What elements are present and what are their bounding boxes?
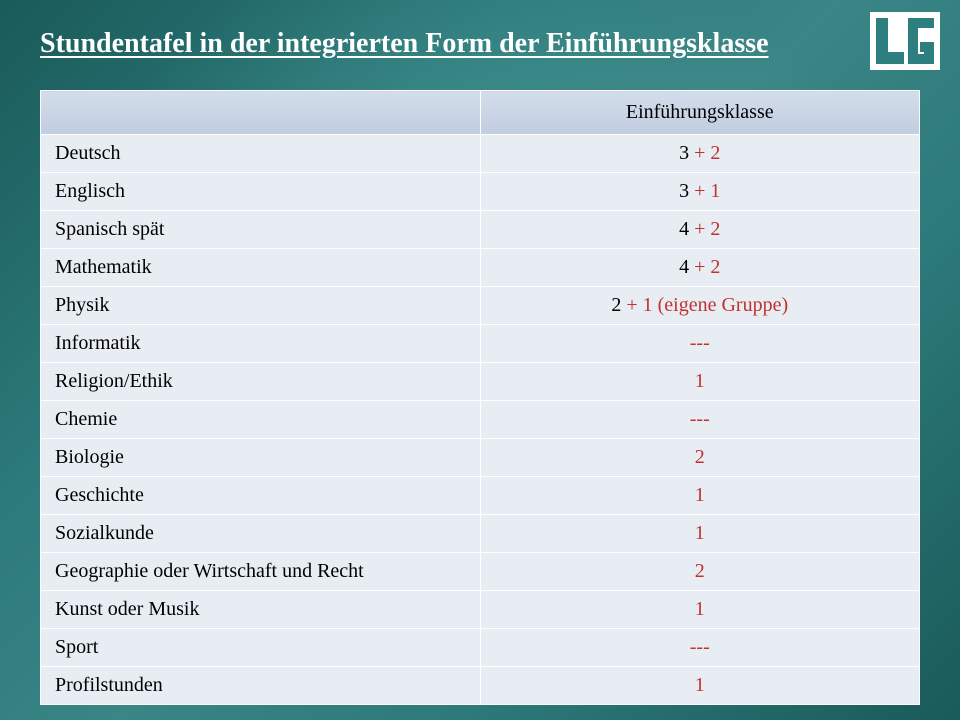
table-row: Geographie oder Wirtschaft und Recht2 [41, 553, 920, 591]
row-label: Biologie [41, 439, 481, 477]
page-title: Stundentafel in der integrierten Form de… [40, 28, 769, 60]
value-plus: + 1 (eigene Gruppe) [621, 294, 788, 316]
table-row: Spanisch spät4 + 2 [41, 211, 920, 249]
table-row: Chemie--- [41, 401, 920, 439]
row-label: Chemie [41, 401, 481, 439]
table-row: Mathematik4 + 2 [41, 249, 920, 287]
row-label: Geschichte [41, 477, 481, 515]
row-label: Kunst oder Musik [41, 591, 481, 629]
row-label: Sozialkunde [41, 515, 481, 553]
row-value: 1 [480, 515, 920, 553]
row-label: Profilstunden [41, 667, 481, 705]
row-value: --- [480, 325, 920, 363]
table-row: Sport--- [41, 629, 920, 667]
table-row: Profilstunden1 [41, 667, 920, 705]
row-label: Physik [41, 287, 481, 325]
row-label: Englisch [41, 173, 481, 211]
row-label: Informatik [41, 325, 481, 363]
table-row: Religion/Ethik1 [41, 363, 920, 401]
row-label: Deutsch [41, 135, 481, 173]
stundentafel-table: Einführungsklasse Deutsch3 + 2Englisch3 … [40, 90, 920, 705]
value-base: 4 [679, 218, 689, 240]
lg-logo-icon [870, 12, 940, 70]
table-header-row: Einführungsklasse [41, 91, 920, 135]
row-value: --- [480, 629, 920, 667]
row-label: Mathematik [41, 249, 481, 287]
table-row: Informatik--- [41, 325, 920, 363]
row-value: 1 [480, 591, 920, 629]
row-value: 4 + 2 [480, 249, 920, 287]
table-row: Kunst oder Musik1 [41, 591, 920, 629]
table-row: Geschichte1 [41, 477, 920, 515]
row-value: 3 + 1 [480, 173, 920, 211]
value-base: 4 [679, 256, 689, 278]
row-value: --- [480, 401, 920, 439]
row-label: Sport [41, 629, 481, 667]
row-value: 2 [480, 553, 920, 591]
row-value: 3 + 2 [480, 135, 920, 173]
table-row: Biologie2 [41, 439, 920, 477]
table-header-col2: Einführungsklasse [480, 91, 920, 135]
value-base: 3 [679, 142, 689, 164]
value-base: 3 [679, 180, 689, 202]
row-label: Geographie oder Wirtschaft und Recht [41, 553, 481, 591]
row-label: Spanisch spät [41, 211, 481, 249]
row-value: 2 [480, 439, 920, 477]
row-value: 1 [480, 477, 920, 515]
table-row: Physik2 + 1 (eigene Gruppe) [41, 287, 920, 325]
table-header-empty [41, 91, 481, 135]
value-plus: + 2 [689, 256, 720, 278]
row-value: 2 + 1 (eigene Gruppe) [480, 287, 920, 325]
row-value: 1 [480, 667, 920, 705]
table-row: Englisch3 + 1 [41, 173, 920, 211]
row-label: Religion/Ethik [41, 363, 481, 401]
value-plus: + 1 [689, 180, 720, 202]
table-row: Deutsch3 + 2 [41, 135, 920, 173]
value-base: 2 [611, 294, 621, 316]
row-value: 1 [480, 363, 920, 401]
value-plus: + 2 [689, 142, 720, 164]
row-value: 4 + 2 [480, 211, 920, 249]
value-plus: + 2 [689, 218, 720, 240]
table-row: Sozialkunde1 [41, 515, 920, 553]
